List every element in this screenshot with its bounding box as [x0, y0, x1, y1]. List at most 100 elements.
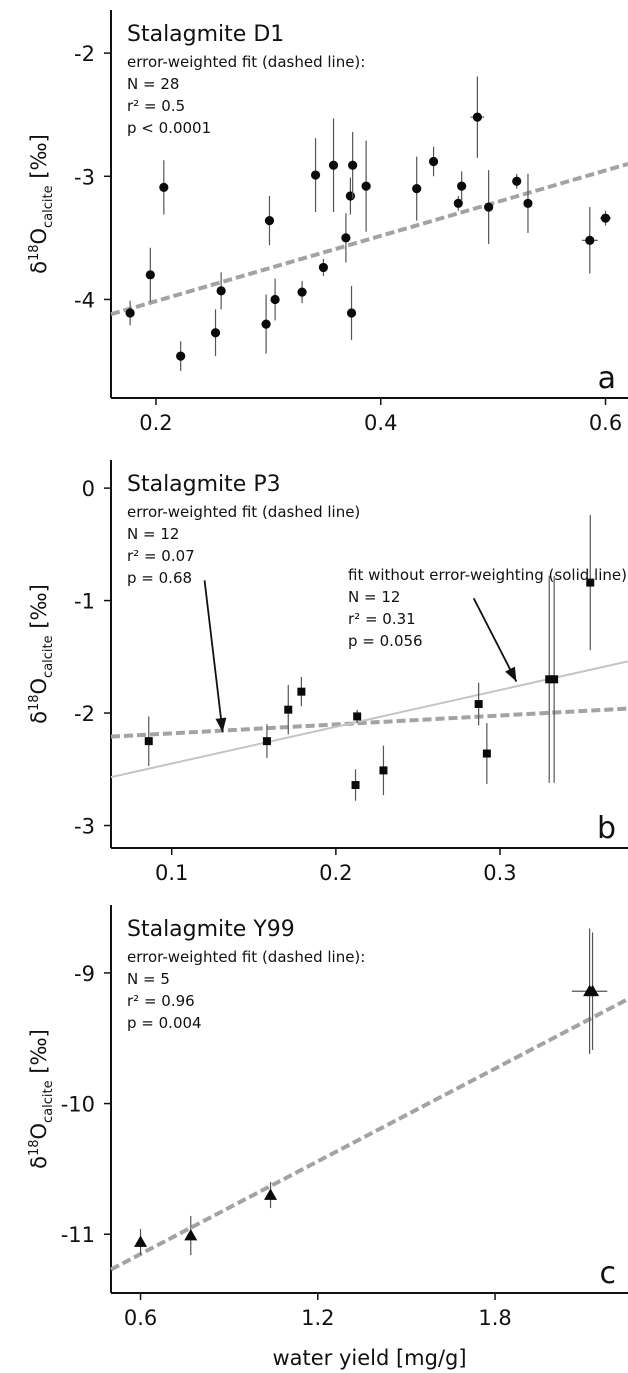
stat-annotation: error-weighted fit (dashed line): — [127, 948, 365, 966]
x-tick-label: 0.6 — [589, 411, 622, 435]
data-point — [600, 213, 611, 223]
y-tick-label: 0 — [82, 477, 95, 501]
data-point — [297, 687, 306, 696]
data-point — [379, 766, 388, 775]
data-point — [457, 181, 467, 191]
y-axis-label-part: calcite — [41, 185, 56, 228]
data-point — [297, 287, 307, 297]
annotation-arrow — [472, 597, 518, 682]
data-point — [145, 270, 155, 280]
data-point — [586, 578, 595, 587]
data-point — [125, 308, 135, 318]
stat-annotation: r² = 0.07 — [127, 547, 195, 565]
y-axis-label: δ18Ocalcite [‰] — [27, 134, 56, 274]
data-point — [144, 737, 153, 746]
x-tick-label: 0.4 — [364, 411, 397, 435]
data-point — [328, 160, 339, 170]
data-point — [586, 984, 600, 997]
y-tick-label: -3 — [74, 815, 95, 839]
y-tick-label: -9 — [74, 962, 95, 986]
panel-letter: a — [598, 361, 616, 396]
data-point — [482, 749, 491, 758]
stat-annotation: p = 0.056 — [348, 632, 423, 650]
panel-letter: c — [600, 1256, 617, 1291]
y-axis-label-part: [‰] — [27, 584, 51, 635]
data-point — [318, 262, 329, 273]
data-point — [310, 170, 321, 180]
y-axis-label-part: O — [27, 678, 51, 695]
stat-annotation: fit without error-weighting (solid line)… — [348, 566, 628, 584]
y-tick-label: -10 — [61, 1093, 95, 1117]
data-point — [134, 1235, 148, 1247]
y-axis-label-part: [‰] — [27, 1029, 51, 1080]
stat-annotation: N = 28 — [127, 75, 179, 93]
stat-annotation: p = 0.68 — [127, 569, 192, 587]
panel-letter: b — [597, 811, 616, 846]
stat-annotation: r² = 0.31 — [348, 610, 416, 628]
annotation-arrowhead — [215, 717, 227, 733]
panel-b: -3 -2 -1 0 0.1 0.2 0.3 δ18Ocalcite [‰] Stalagmit… — [27, 460, 628, 885]
data-point — [262, 737, 271, 746]
y-axis-label-part: 18 — [27, 694, 42, 711]
fit-line-dashed — [110, 997, 628, 1272]
y-axis-label-part: [‰] — [27, 134, 51, 185]
data-point — [346, 308, 357, 318]
data-point — [270, 294, 280, 305]
data-point — [361, 181, 371, 191]
data-point — [353, 712, 362, 721]
panel-title: Stalagmite D1 — [127, 22, 284, 47]
data-point — [210, 328, 221, 338]
y-axis-label-part: O — [27, 1123, 51, 1140]
data-point — [264, 216, 275, 226]
y-axis-label-part: calcite — [41, 635, 56, 678]
data-point — [474, 700, 483, 709]
data-point — [585, 235, 595, 245]
data-point — [512, 176, 522, 186]
stat-annotation: p < 0.0001 — [127, 119, 211, 137]
y-tick-label: -11 — [61, 1223, 95, 1247]
x-tick-label: 1.8 — [478, 1306, 511, 1330]
y-axis-label-part: δ — [27, 711, 51, 724]
stat-annotation: error-weighted fit (dashed line) — [127, 503, 360, 521]
stat-annotation: N = 12 — [348, 588, 400, 606]
x-tick-label: 0.6 — [124, 1306, 157, 1330]
stat-annotation: N = 12 — [127, 525, 179, 543]
x-tick-label: 0.2 — [139, 411, 172, 435]
data-point — [523, 198, 533, 208]
data-point — [351, 781, 360, 790]
x-axis-label: water yield [mg/g] — [272, 1346, 466, 1370]
data-point — [428, 156, 439, 167]
x-tick-label: 1.2 — [301, 1306, 334, 1330]
data-point — [484, 202, 494, 212]
stat-annotation: N = 5 — [127, 970, 170, 988]
y-tick-label: -3 — [74, 165, 95, 189]
data-point — [550, 675, 559, 684]
data-point — [284, 705, 293, 714]
data-point — [216, 286, 226, 296]
data-point — [341, 233, 351, 243]
fit-line-dashed — [110, 162, 628, 317]
data-point — [472, 112, 482, 122]
stat-annotation: r² = 0.96 — [127, 992, 195, 1010]
y-axis-label-part: calcite — [41, 1080, 56, 1123]
data-point — [264, 1188, 278, 1200]
data-point — [348, 160, 358, 170]
annotation-arrowhead — [505, 666, 517, 682]
data-point — [453, 198, 463, 208]
stat-annotation: p = 0.004 — [127, 1014, 202, 1032]
stat-annotation: error-weighted fit (dashed line): — [127, 53, 365, 71]
data-point — [412, 184, 422, 194]
y-tick-label: -4 — [74, 288, 95, 312]
panel-title: Stalagmite P3 — [127, 472, 281, 497]
x-tick-label: 0.1 — [155, 861, 188, 885]
data-point — [176, 351, 186, 361]
y-axis-label: δ18Ocalcite [‰] — [27, 1029, 56, 1169]
y-axis-label-part: δ — [27, 1156, 51, 1169]
data-point — [345, 191, 355, 201]
y-axis-label-part: 18 — [27, 244, 42, 261]
fit-line-solid — [110, 660, 628, 779]
y-tick-label: -1 — [74, 590, 95, 614]
data-point — [159, 182, 169, 192]
x-tick-label: 0.2 — [319, 861, 352, 885]
